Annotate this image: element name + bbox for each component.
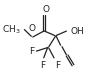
Text: F: F bbox=[55, 61, 60, 70]
Text: O: O bbox=[42, 5, 49, 14]
Text: F: F bbox=[29, 47, 34, 56]
Text: F: F bbox=[40, 61, 46, 70]
Text: $\mathrm{CH_3}$: $\mathrm{CH_3}$ bbox=[2, 23, 20, 36]
Text: OH: OH bbox=[70, 27, 84, 36]
Text: O: O bbox=[28, 24, 35, 33]
